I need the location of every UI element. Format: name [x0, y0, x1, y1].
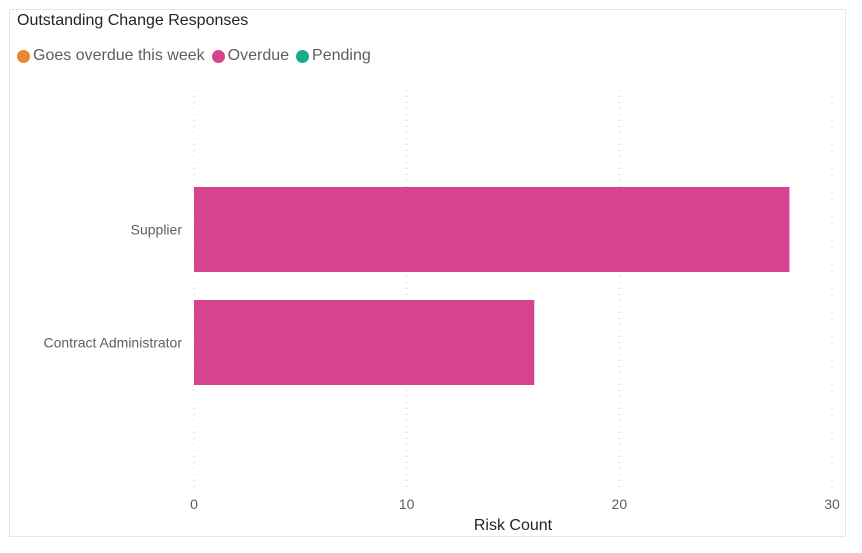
legend-swatch-pending — [296, 49, 310, 63]
y-category-label-contract-administrator: Contract Administrator — [44, 335, 183, 351]
chart-title: Outstanding Change Responses — [17, 12, 249, 29]
x-tick-label-0: 0 — [190, 496, 198, 512]
x-tick-label-10: 10 — [399, 496, 415, 512]
legend-swatch-overdue — [211, 49, 225, 63]
legend-item-overdue[interactable]: Overdue — [211, 47, 290, 65]
chart-legend: Goes overdue this week Overdue Pending — [17, 47, 378, 65]
chart-card — [9, 9, 846, 537]
legend-item-goes-overdue-this-week[interactable]: Goes overdue this week — [17, 47, 205, 65]
bar-contract-administrator[interactable] — [194, 300, 535, 385]
x-tick-label-30: 30 — [824, 496, 840, 512]
legend-label-overdue: Overdue — [227, 47, 290, 64]
legend-swatch-goes-overdue-this-week — [17, 49, 30, 63]
y-category-label-supplier: Supplier — [131, 222, 183, 238]
x-axis-title: Risk Count — [474, 517, 553, 534]
x-tick-label-20: 20 — [612, 496, 628, 512]
legend-item-pending[interactable]: Pending — [296, 47, 371, 65]
legend-label-goes-overdue-this-week: Goes overdue this week — [33, 47, 205, 64]
bar-supplier[interactable] — [194, 187, 790, 272]
legend-label-pending: Pending — [312, 47, 371, 64]
